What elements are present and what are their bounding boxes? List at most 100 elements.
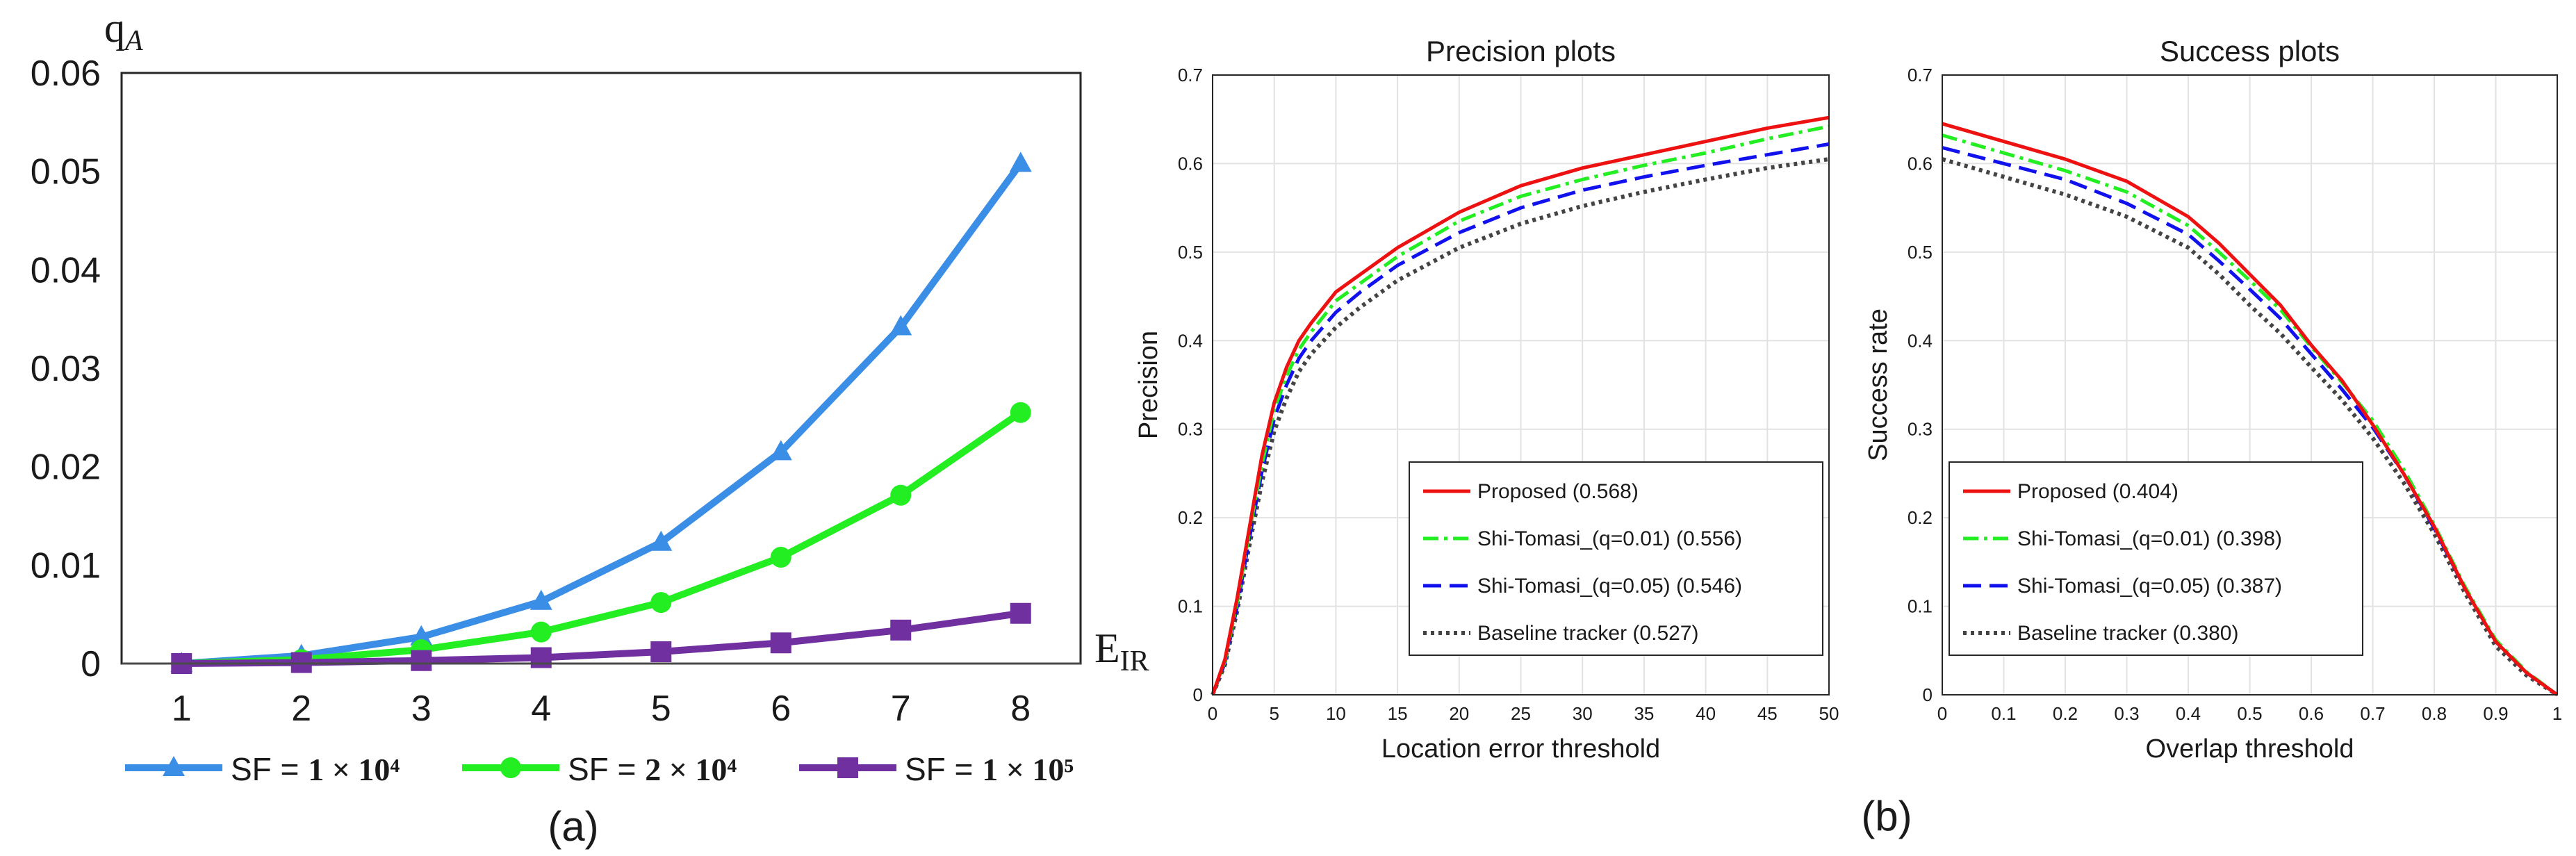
chart-success-x-tick-label: 0.6 bbox=[2299, 703, 2324, 724]
chart-a-x-axis-label-sub: IR bbox=[1120, 645, 1149, 677]
chart-precision-legend-label: Shi-Tomasi_(q=0.01) (0.556) bbox=[1477, 527, 1742, 550]
chart-success-title: Success plots bbox=[2160, 35, 2340, 67]
chart-precision-y-ticks: 0 0.1 0.2 0.3 0.4 0.5 0.6 0.7 bbox=[1178, 65, 1203, 705]
chart-a-legend-label: SF = 2 × 10⁴ bbox=[568, 751, 737, 787]
panel-label-a: (a) bbox=[548, 803, 598, 850]
chart-precision-x-axis-label: Location error threshold bbox=[1381, 734, 1660, 764]
chart-precision: Precision plots 0 0.1 0.2 0.3 0.4 0.5 0.6 0.7 0… bbox=[1134, 35, 1839, 764]
chart-a-y-tick-label: 0.01 bbox=[31, 545, 101, 586]
chart-a-data-point bbox=[890, 484, 912, 506]
chart-precision-y-tick-label: 0 bbox=[1193, 684, 1203, 705]
chart-precision-y-tick-label: 0.5 bbox=[1178, 242, 1203, 263]
chart-a-data-point bbox=[890, 619, 912, 641]
chart-precision-x-tick-label: 35 bbox=[1634, 703, 1654, 724]
chart-precision-y-tick-label: 0.3 bbox=[1178, 419, 1203, 440]
chart-precision-legend-label: Proposed (0.568) bbox=[1477, 480, 1639, 503]
chart-precision-x-tick-label: 5 bbox=[1269, 703, 1279, 724]
chart-precision-y-tick-label: 0.6 bbox=[1178, 153, 1203, 174]
chart-a-y-tick-label: 0.05 bbox=[31, 152, 101, 192]
chart-a-legend-value: 2 × 10⁴ bbox=[645, 752, 737, 787]
chart-precision-x-tick-label: 15 bbox=[1388, 703, 1408, 724]
chart-a-legend-marker bbox=[163, 756, 185, 776]
chart-success: Success plots 0 0.1 0.2 0.3 0.4 0.5 0.6 0.7 0 0.… bbox=[1864, 35, 2562, 764]
chart-success-legend-label: Shi-Tomasi_(q=0.05) (0.387) bbox=[2017, 575, 2282, 598]
chart-precision-y-axis-label: Precision bbox=[1134, 331, 1163, 439]
chart-success-x-tick-label: 0.4 bbox=[2176, 703, 2201, 724]
chart-success-y-tick-label: 0.1 bbox=[1908, 596, 1933, 617]
chart-a-data-point bbox=[410, 625, 433, 645]
chart-a-legend-value: 1 × 10⁴ bbox=[308, 752, 400, 787]
chart-success-legend: Proposed (0.404) Shi-Tomasi_(q=0.01) (0.3… bbox=[1949, 461, 2363, 656]
chart-success-legend-label: Proposed (0.404) bbox=[2017, 480, 2179, 503]
chart-precision-x-tick-label: 0 bbox=[1208, 703, 1217, 724]
chart-a-series-line bbox=[181, 409, 1023, 667]
chart-a-x-tick-label: 8 bbox=[1010, 689, 1031, 729]
chart-success-y-tick-label: 0.5 bbox=[1908, 242, 1933, 263]
chart-success-x-tick-label: 1 bbox=[2552, 703, 2562, 724]
chart-success-legend-box bbox=[1949, 461, 2363, 656]
chart-precision-x-tick-label: 10 bbox=[1326, 703, 1346, 724]
chart-a-y-axis-label-main: q bbox=[104, 5, 125, 51]
chart-precision-series-line bbox=[1211, 115, 1830, 696]
chart-precision-legend-label: Shi-Tomasi_(q=0.05) (0.546) bbox=[1477, 575, 1742, 598]
chart-success-series-line bbox=[1942, 146, 2559, 697]
chart-a-x-tick-label: 1 bbox=[172, 689, 192, 729]
chart-success-x-tick-label: 0.5 bbox=[2237, 703, 2262, 724]
chart-success-series-line bbox=[1942, 122, 2559, 697]
chart-precision-x-tick-label: 50 bbox=[1819, 703, 1839, 724]
chart-a-data-point bbox=[411, 650, 432, 671]
chart-success-x-tick-label: 0.1 bbox=[1991, 703, 2016, 724]
chart-a-y-ticks: 0 0.01 0.02 0.03 0.04 0.05 0.06 bbox=[31, 54, 101, 684]
chart-a-x-axis-label: EIR bbox=[1094, 625, 1149, 677]
chart-success-x-tick-label: 0 bbox=[1937, 703, 1947, 724]
chart-a-data-point bbox=[1010, 602, 1031, 624]
chart-a-y-tick-label: 0.06 bbox=[31, 54, 101, 94]
chart-precision-series-line bbox=[1211, 157, 1830, 696]
chart-success-x-tick-label: 0.8 bbox=[2422, 703, 2447, 724]
chart-a-y-tick-label: 0 bbox=[81, 644, 101, 684]
chart-success-y-ticks: 0 0.1 0.2 0.3 0.4 0.5 0.6 0.7 bbox=[1908, 65, 1933, 705]
chart-precision-series-line bbox=[1211, 124, 1830, 696]
chart-precision-legend-box bbox=[1409, 461, 1823, 656]
chart-a-data-point bbox=[650, 641, 672, 662]
chart-precision-y-tick-label: 0.7 bbox=[1178, 65, 1203, 85]
chart-a-data-point bbox=[770, 632, 791, 654]
chart-a-legend-label: SF = 1 × 10⁵ bbox=[905, 751, 1074, 787]
chart-a-x-ticks: 1 2 3 4 5 6 7 8 bbox=[172, 689, 1031, 729]
chart-precision-series bbox=[1211, 115, 1830, 696]
chart-a-y-tick-label: 0.03 bbox=[31, 349, 101, 389]
chart-a-x-tick-label: 2 bbox=[291, 689, 311, 729]
chart-a-x-tick-label: 4 bbox=[531, 689, 551, 729]
chart-precision-y-tick-label: 0.4 bbox=[1178, 330, 1203, 351]
chart-success-y-axis-label: Success rate bbox=[1864, 308, 1893, 461]
chart-a-series bbox=[122, 151, 1081, 674]
chart-a-y-axis-label-sub: A bbox=[123, 25, 143, 57]
chart-success-legend-label: Baseline tracker (0.380) bbox=[2017, 622, 2239, 645]
chart-success-y-tick-label: 0 bbox=[1923, 684, 1933, 705]
chart-precision-legend: Proposed (0.568) Shi-Tomasi_(q=0.01) (0.5… bbox=[1409, 461, 1823, 656]
chart-a-x-tick-label: 3 bbox=[411, 689, 432, 729]
chart-a-legend-prefix: SF = bbox=[568, 751, 645, 787]
chart-success-series-line bbox=[1942, 133, 2559, 697]
chart-a-legend-label: SF = 1 × 10⁴ bbox=[231, 751, 400, 787]
chart-success-y-tick-label: 0.6 bbox=[1908, 153, 1933, 174]
chart-success-x-tick-label: 0.9 bbox=[2483, 703, 2508, 724]
chart-a-data-point bbox=[650, 592, 672, 614]
chart-a-legend-marker bbox=[837, 757, 858, 778]
chart-precision-y-tick-label: 0.1 bbox=[1178, 596, 1203, 617]
chart-a-x-tick-label: 7 bbox=[891, 689, 911, 729]
chart-a-data-point bbox=[530, 647, 552, 668]
chart-success-legend-label: Shi-Tomasi_(q=0.01) (0.398) bbox=[2017, 527, 2282, 550]
chart-precision-y-tick-label: 0.2 bbox=[1178, 507, 1203, 528]
chart-a-y-axis-label: qA bbox=[104, 5, 143, 57]
chart-a-legend-prefix: SF = bbox=[905, 751, 982, 787]
chart-success-series bbox=[1942, 122, 2559, 697]
chart-a-y-tick-label: 0.04 bbox=[31, 250, 101, 290]
chart-a-data-point bbox=[530, 621, 552, 643]
chart-success-x-ticks: 0 0.1 0.2 0.3 0.4 0.5 0.6 0.7 0.8 0.9 1 bbox=[1937, 703, 2562, 724]
chart-success-x-tick-label: 0.2 bbox=[2053, 703, 2078, 724]
chart-a-x-tick-label: 6 bbox=[771, 689, 791, 729]
chart-precision-title: Precision plots bbox=[1426, 35, 1616, 67]
